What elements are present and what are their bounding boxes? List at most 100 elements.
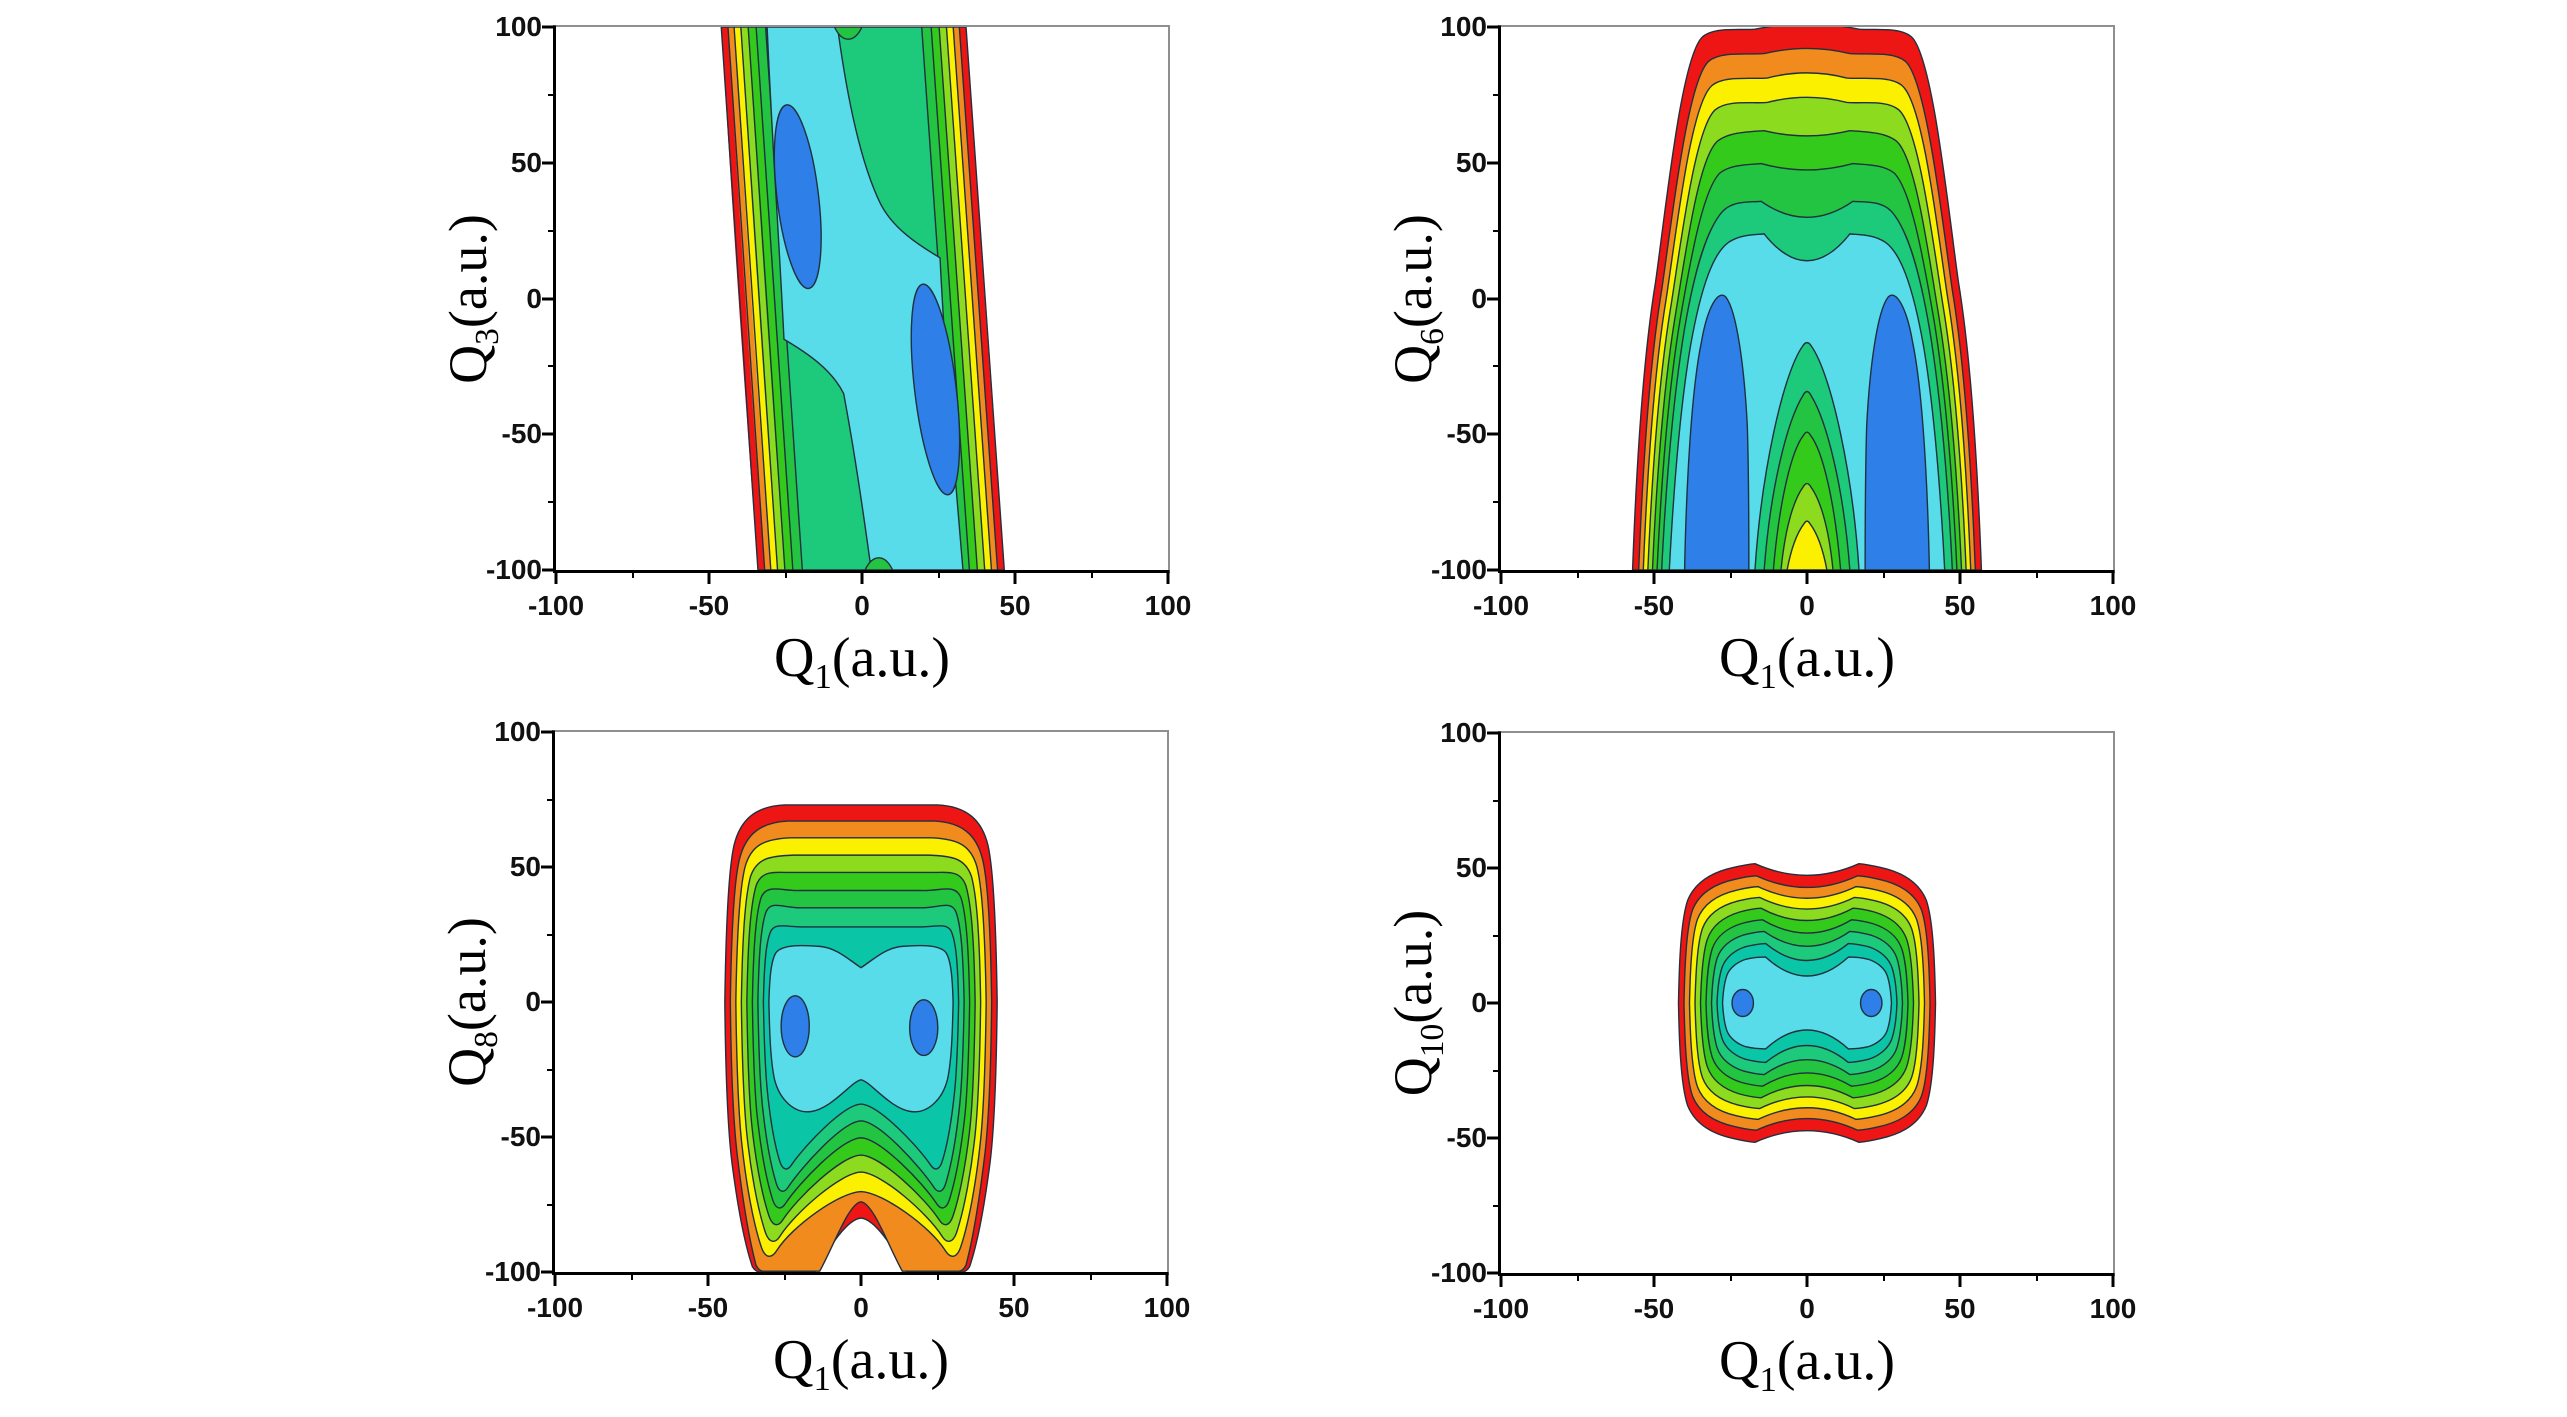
y-tick-mark xyxy=(541,1135,555,1139)
contour-band-blue xyxy=(1685,295,1749,570)
y-tick-mark xyxy=(541,865,555,869)
y-axis-title: Q6(a.u.) xyxy=(1383,213,1451,384)
x-minor-tick-mark xyxy=(1089,1272,1092,1280)
contour-band-blue xyxy=(1732,990,1753,1017)
y-axis-title: Q8(a.u.) xyxy=(437,917,505,1087)
x-tick-mark xyxy=(1958,1273,1962,1287)
x-tick-mark xyxy=(1652,570,1656,584)
x-minor-tick-mark xyxy=(2035,570,2038,578)
plot-area-q6: -100 -50 0 50 100 100 50 0 -50 -100 Q6(a.u.) Q1(a… xyxy=(1383,11,2136,696)
x-minor-tick-mark xyxy=(631,570,634,578)
x-minor-tick-mark xyxy=(1090,570,1093,578)
x-tick-label: 50 xyxy=(1944,590,1976,621)
y-tick-label: -100 xyxy=(1430,1257,1487,1288)
y-minor-tick-mark xyxy=(548,501,556,504)
x-tick-label: -100 xyxy=(1472,1293,1530,1324)
x-tick-label: 100 xyxy=(1143,1292,1191,1323)
y-tick-label: 50 xyxy=(1455,852,1487,883)
x-tick-mark xyxy=(2111,1273,2115,1287)
y-tick-mark xyxy=(542,25,556,29)
contour-band-blue xyxy=(766,103,829,290)
y-tick-mark xyxy=(1487,1001,1501,1005)
y-tick-mark xyxy=(1487,25,1501,29)
contour-band-cyan xyxy=(769,946,953,1112)
contour-band-blue xyxy=(1861,990,1882,1017)
y-tick-label: 100 xyxy=(495,11,542,42)
contour-band-blue xyxy=(1865,295,1929,570)
x-tick-mark xyxy=(1165,1272,1169,1286)
x-tick-mark xyxy=(1958,570,1962,584)
y-tick-mark xyxy=(1487,866,1501,870)
panel-q10-vs-q1: -100 -50 0 50 100 100 50 0 -50 -100 Q10(a.u.) Q1(… xyxy=(1383,717,2136,1399)
y-minor-tick-mark xyxy=(547,1068,555,1071)
x-tick-label: -50 xyxy=(688,590,730,621)
x-tick-label: 100 xyxy=(2089,1293,2137,1324)
x-tick-mark xyxy=(1013,570,1017,584)
contour-band-yellow xyxy=(1787,521,1827,570)
x-tick-mark xyxy=(706,1272,710,1286)
y-tick-label: 0 xyxy=(1471,987,1487,1018)
y-minor-tick-mark xyxy=(1493,229,1501,232)
x-tick-label: -100 xyxy=(526,1292,584,1323)
y-minor-tick-mark xyxy=(548,365,556,368)
x-tick-label: 0 xyxy=(854,590,870,621)
y-minor-tick-mark xyxy=(1493,1069,1501,1072)
plot-area-q3: -100 -50 0 50 100 100 50 0 -50 -100 Q3(a.u.) Q1(a… xyxy=(438,11,1191,696)
y-tick-label: 50 xyxy=(509,851,541,882)
y-tick-label: -50 xyxy=(1446,418,1487,450)
x-tick-label: -50 xyxy=(1633,1293,1675,1324)
x-minor-tick-mark xyxy=(2035,1273,2038,1281)
y-tick-label: -50 xyxy=(500,1121,541,1152)
y-minor-tick-mark xyxy=(1493,934,1501,937)
y-minor-tick-mark xyxy=(1493,501,1501,504)
x-tick-label: 0 xyxy=(1799,590,1815,621)
x-tick-mark xyxy=(1499,1273,1503,1287)
y-tick-mark xyxy=(541,1000,555,1004)
x-tick-mark xyxy=(2111,570,2115,584)
x-tick-mark xyxy=(553,1272,557,1286)
x-minor-tick-mark xyxy=(783,1272,786,1280)
y-tick-label: 0 xyxy=(1471,282,1487,314)
x-minor-tick-mark xyxy=(1576,1273,1579,1281)
y-tick-mark xyxy=(1487,1136,1501,1140)
x-axis-title: Q1(a.u.) xyxy=(774,627,950,697)
y-tick-mark xyxy=(1487,731,1501,735)
y-tick-label: 0 xyxy=(526,282,542,314)
y-minor-tick-mark xyxy=(547,798,555,801)
y-axis-title: Q3(a.u.) xyxy=(438,213,506,384)
contour-band-blue xyxy=(781,996,809,1057)
x-tick-label: 50 xyxy=(1944,1293,1976,1324)
contour-band-cyan xyxy=(767,27,963,570)
x-tick-label: 100 xyxy=(1144,590,1192,621)
y-tick-label: 50 xyxy=(510,146,542,178)
y-tick-label: -50 xyxy=(501,418,542,450)
x-tick-label: 100 xyxy=(2089,590,2137,621)
plot-area-q8: -100 -50 0 50 100 100 50 0 -50 -100 Q8(a.u.) Q1(a… xyxy=(437,716,1190,1398)
x-minor-tick-mark xyxy=(1576,570,1579,578)
y-minor-tick-mark xyxy=(548,93,556,96)
x-tick-mark xyxy=(1805,570,1809,584)
contour-band-blue xyxy=(910,1000,938,1056)
plot-area-q10: -100 -50 0 50 100 100 50 0 -50 -100 Q10(a.u.) Q1(… xyxy=(1383,717,2136,1399)
x-tick-label: -100 xyxy=(527,590,585,621)
x-tick-mark xyxy=(1805,1273,1809,1287)
y-minor-tick-mark xyxy=(547,933,555,936)
x-tick-mark xyxy=(860,570,864,584)
x-tick-label: -100 xyxy=(1472,590,1530,621)
x-axis-title: Q1(a.u.) xyxy=(1719,627,1895,697)
x-tick-label: -50 xyxy=(1633,590,1675,621)
panel-q8-vs-q1: -100 -50 0 50 100 100 50 0 -50 -100 Q8(a.u.) Q1(a… xyxy=(437,716,1190,1398)
y-tick-mark xyxy=(1487,297,1501,300)
x-axis-title: Q1(a.u.) xyxy=(1719,1330,1895,1400)
y-tick-label: -50 xyxy=(1446,1122,1487,1153)
y-tick-mark xyxy=(1487,568,1501,572)
x-minor-tick-mark xyxy=(1882,570,1885,578)
contour-plot-q6 xyxy=(1501,27,2113,570)
x-minor-tick-mark xyxy=(784,570,787,578)
x-minor-tick-mark xyxy=(937,570,940,578)
x-tick-mark xyxy=(554,570,558,584)
y-tick-label: 100 xyxy=(1440,11,1487,42)
panel-q3-vs-q1: -100 -50 0 50 100 100 50 0 -50 -100 Q3(a.u.) Q1(a… xyxy=(438,11,1191,696)
x-minor-tick-mark xyxy=(1882,1273,1885,1281)
